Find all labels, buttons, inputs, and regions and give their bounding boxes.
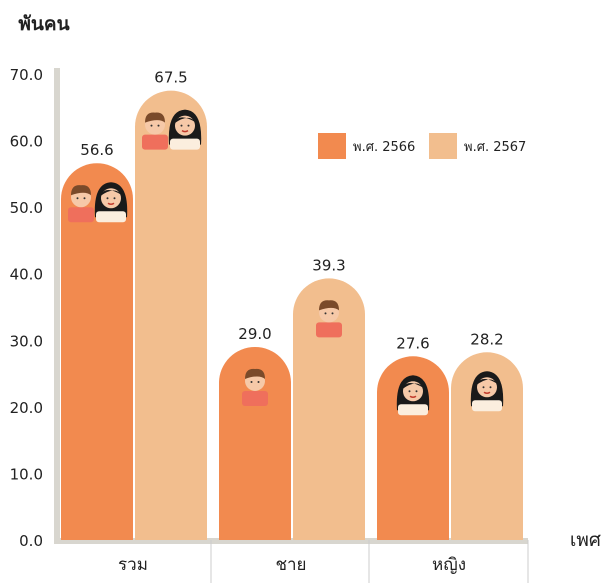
axes: 0.0 10.0 20.0 30.0 40.0 50.0 60.0 70.0 รวม ชาย หญิ… xyxy=(10,66,529,583)
legend-label: พ.ศ. 2566 xyxy=(353,140,415,155)
y-tick-label: 50.0 xyxy=(10,199,43,217)
bar xyxy=(219,346,291,540)
bar xyxy=(135,90,207,541)
data-label: 27.6 xyxy=(396,334,429,352)
woman-icon xyxy=(396,375,430,416)
man-and-woman-icon xyxy=(142,109,202,150)
data-label: 56.6 xyxy=(80,141,113,159)
man-icon xyxy=(316,300,342,338)
bar xyxy=(293,278,365,540)
y-tick-label: 20.0 xyxy=(10,399,43,417)
category-label: รวม xyxy=(118,555,148,575)
legend: พ.ศ. 2566 พ.ศ. 2567 xyxy=(318,133,526,159)
y-axis-line xyxy=(54,68,60,540)
y-tick-label: 40.0 xyxy=(10,266,43,284)
legend-label: พ.ศ. 2567 xyxy=(464,140,526,155)
category-label: หญิง xyxy=(432,555,466,575)
bars: 56.6 29.0 27.6 67.5 39.3 28.2 xyxy=(61,69,523,541)
bar xyxy=(377,356,449,540)
bar xyxy=(451,352,523,540)
bar xyxy=(61,163,133,540)
y-tick-label: 10.0 xyxy=(10,465,43,483)
data-label: 29.0 xyxy=(238,325,271,343)
data-label: 28.2 xyxy=(470,330,503,348)
y-tick-label: 0.0 xyxy=(19,532,43,550)
x-axis-label: เพศ xyxy=(570,529,601,551)
data-label: 39.3 xyxy=(312,256,345,274)
y-tick-label: 30.0 xyxy=(10,332,43,350)
woman-icon xyxy=(470,371,504,412)
man-icon xyxy=(242,368,268,406)
y-unit-label: พันคน xyxy=(18,13,69,35)
y-tick-label: 70.0 xyxy=(10,66,43,84)
x-axis-line xyxy=(54,538,528,544)
legend-swatch xyxy=(429,133,457,159)
legend-swatch xyxy=(318,133,346,159)
y-tick-label: 60.0 xyxy=(10,133,43,151)
man-and-woman-icon xyxy=(68,182,128,223)
data-label: 67.5 xyxy=(154,69,187,87)
category-label: ชาย xyxy=(275,555,306,575)
